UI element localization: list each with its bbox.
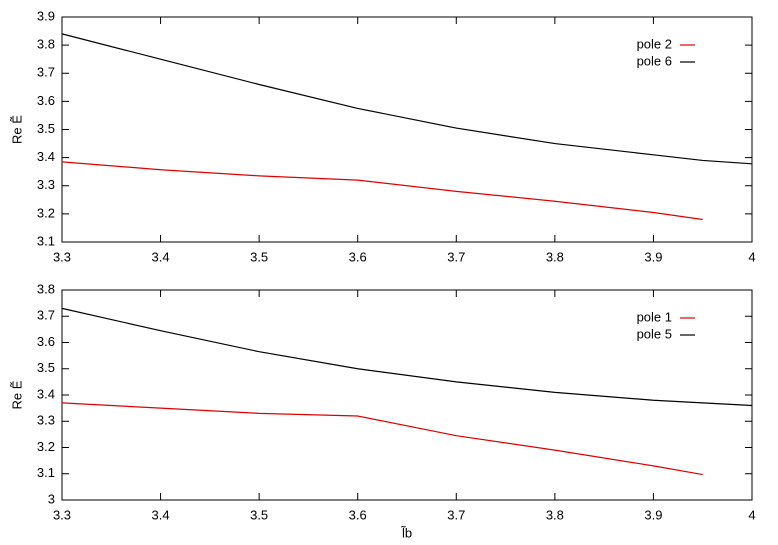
- y-tick-label: 3.6: [37, 334, 55, 349]
- legend-label: pole 1: [637, 309, 672, 324]
- legend-label: pole 2: [637, 36, 672, 51]
- x-tick-label: 3.3: [53, 507, 71, 522]
- y-tick-label: 3.6: [37, 93, 55, 108]
- x-axis-label: l̃b: [400, 525, 412, 540]
- y-tick-label: 3.3: [37, 413, 55, 428]
- y-tick-label: 3.1: [37, 465, 55, 480]
- x-tick-label: 4: [748, 507, 755, 522]
- x-tick-label: 3.8: [546, 507, 564, 522]
- x-tick-label: 3.9: [644, 507, 662, 522]
- x-tick-label: 4: [748, 249, 755, 264]
- y-tick-label: 3.3: [37, 177, 55, 192]
- series-line: [61, 33, 753, 165]
- legend-label: pole 5: [637, 326, 672, 341]
- x-tick-label: 3.8: [546, 249, 564, 264]
- y-tick-label: 3.2: [37, 205, 55, 220]
- x-tick-label: 3.7: [447, 507, 465, 522]
- x-tick-label: 3.9: [644, 249, 662, 264]
- x-tick-label: 3.3: [53, 249, 71, 264]
- x-tick-label: 3.5: [250, 507, 268, 522]
- series-line: [61, 161, 703, 221]
- y-axis-label: Re Ẽ: [9, 380, 24, 409]
- y-tick-label: 3.5: [37, 360, 55, 375]
- y-tick-label: 3.4: [37, 149, 55, 164]
- series-line: [61, 307, 753, 407]
- series-line: [61, 402, 703, 476]
- x-tick-label: 3.4: [152, 249, 170, 264]
- y-tick-label: 3: [48, 491, 55, 506]
- x-tick-label: 3.6: [349, 507, 367, 522]
- y-tick-label: 3.2: [37, 439, 55, 454]
- x-tick-label: 3.5: [250, 249, 268, 264]
- x-tick-label: 3.7: [447, 249, 465, 264]
- y-tick-label: 3.8: [37, 37, 55, 52]
- y-tick-label: 3.7: [37, 308, 55, 323]
- y-tick-label: 3.9: [37, 8, 55, 23]
- y-axis-label: Re Ẽ: [9, 115, 24, 144]
- y-tick-label: 3.8: [37, 281, 55, 296]
- x-tick-label: 3.6: [349, 249, 367, 264]
- y-tick-label: 3.1: [37, 233, 55, 248]
- legend-label: pole 6: [637, 53, 672, 68]
- y-tick-label: 3.4: [37, 386, 55, 401]
- y-tick-label: 3.7: [37, 65, 55, 80]
- y-tick-label: 3.5: [37, 121, 55, 136]
- x-tick-label: 3.4: [152, 507, 170, 522]
